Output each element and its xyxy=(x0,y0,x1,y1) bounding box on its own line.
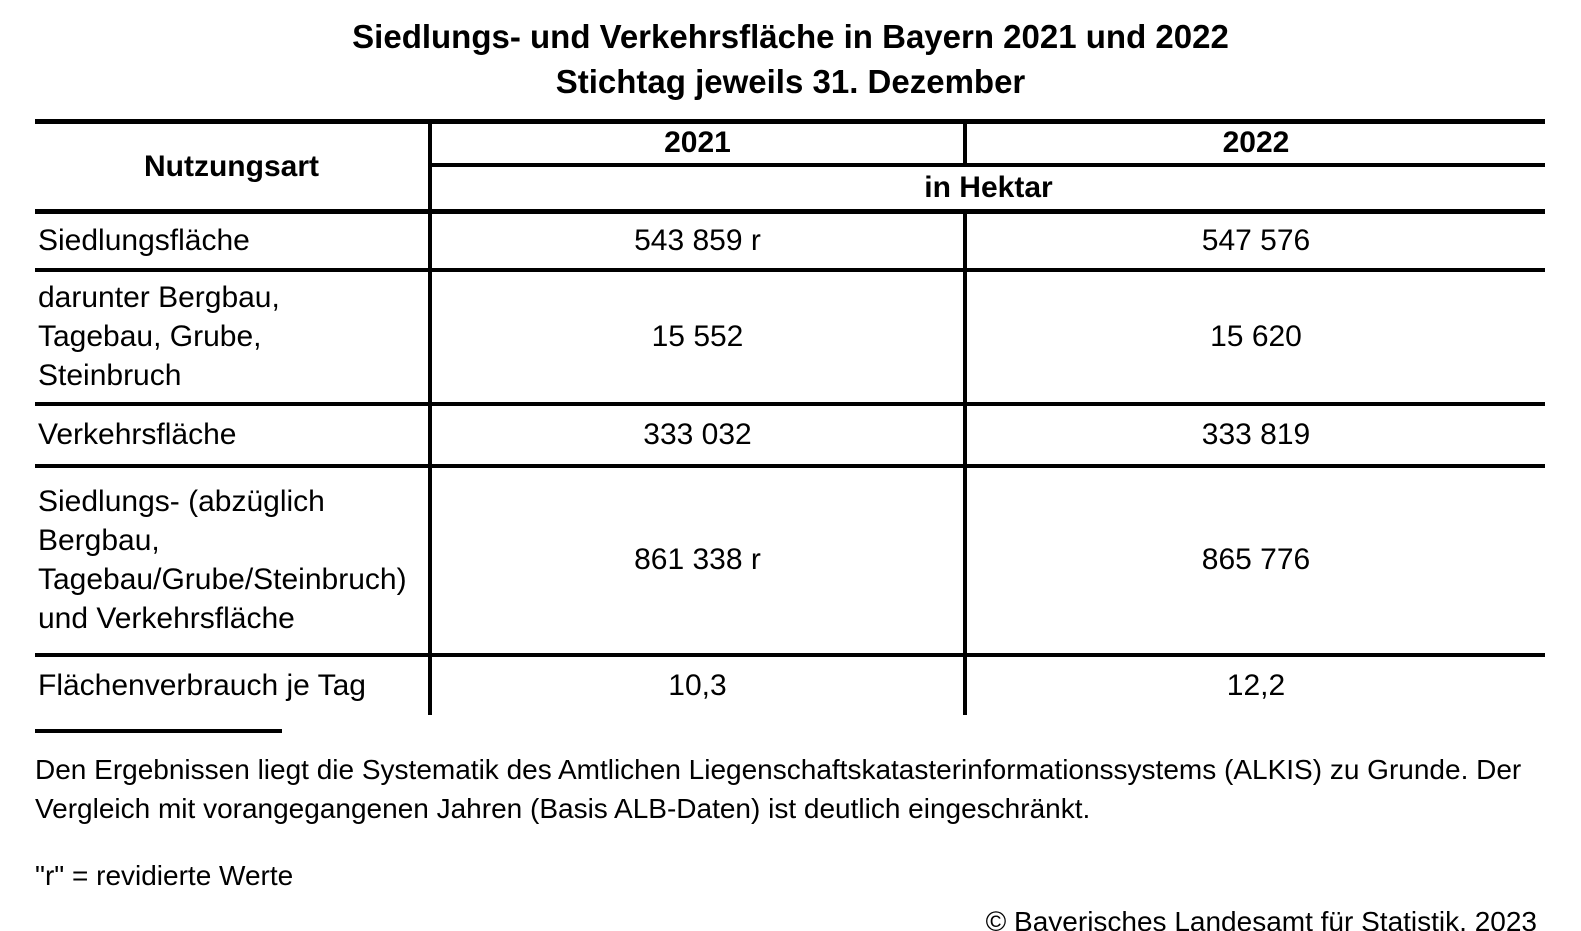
revision-footnote: "r" = revidierte Werte xyxy=(35,859,294,891)
footnote-divider xyxy=(35,728,282,733)
table-row: darunter Bergbau, Tagebau, Grube, Steinb… xyxy=(35,269,1545,406)
table-header: Nutzungsart 2021 2022 in Hektar xyxy=(35,121,1545,214)
header-year-2021: 2021 xyxy=(430,121,967,167)
row-label: Verkehrsfläche xyxy=(35,403,432,468)
header-year-2022: 2022 xyxy=(965,121,1545,167)
page-title-line1: Siedlungs- und Verkehrsfläche in Bayern … xyxy=(352,18,1229,55)
table-row: Siedlungs- (abzüglich Bergbau, Tagebau/G… xyxy=(35,465,1545,657)
value-2022: 865 776 xyxy=(965,465,1545,657)
value-2021: 543 859 r xyxy=(430,211,967,272)
copyright-notice: © Bayerisches Landesamt für Statistik, 2… xyxy=(985,905,1537,931)
header-category-column: Nutzungsart xyxy=(35,121,432,214)
table-row: Siedlungsfläche 543 859 r 547 576 xyxy=(35,211,1545,272)
method-footnote: Den Ergebnissen liegt die Systematik des… xyxy=(35,753,1522,824)
header-unit: in Hektar xyxy=(430,164,1545,214)
value-2021: 10,3 xyxy=(430,654,967,715)
table-row: Verkehrsfläche 333 032 333 819 xyxy=(35,403,1545,468)
value-2022: 547 576 xyxy=(965,211,1545,272)
value-2022: 333 819 xyxy=(965,403,1545,468)
page-title-line2: Stichtag jeweils 31. Dezember xyxy=(555,63,1026,100)
value-2021: 333 032 xyxy=(430,403,967,468)
value-2021: 861 338 r xyxy=(430,465,967,657)
row-label: Siedlungs- (abzüglich Bergbau, Tagebau/G… xyxy=(35,465,432,657)
row-label: Flächenverbrauch je Tag xyxy=(35,654,432,715)
row-label: darunter Bergbau, Tagebau, Grube, Steinb… xyxy=(35,269,432,406)
area-statistics-table: Nutzungsart 2021 2022 in Hektar Siedlung… xyxy=(35,119,1545,715)
value-2022: 15 620 xyxy=(965,269,1545,406)
row-label: Siedlungsfläche xyxy=(35,211,432,272)
value-2022: 12,2 xyxy=(1226,668,1286,702)
table-row: Flächenverbrauch je Tag 10,3 12,2 xyxy=(35,654,1545,715)
page-title: Siedlungs- und Verkehrsfläche in Bayern … xyxy=(0,0,1581,104)
value-2021: 15 552 xyxy=(430,269,967,406)
